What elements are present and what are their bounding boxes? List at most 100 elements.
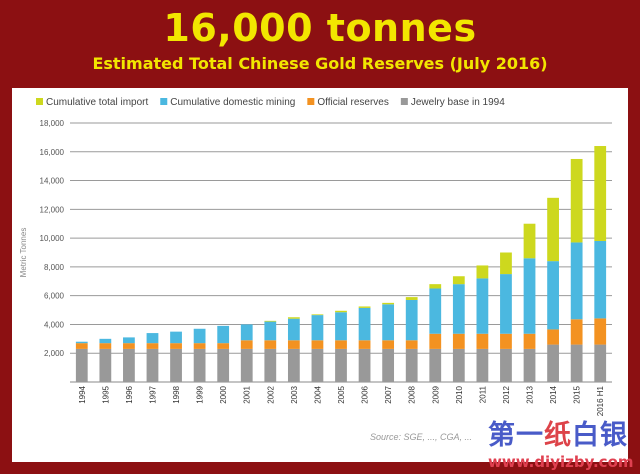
bar-segment <box>99 348 112 382</box>
chart-panel: 2,000 4,000 6,000 8,000 10,000 12,000 14,000 16… <box>12 88 628 462</box>
bar-segment <box>405 297 418 300</box>
bar-segment <box>170 348 182 382</box>
x-tick-label: 1996 <box>125 385 134 403</box>
y-tick-label: 16,000 <box>40 148 65 157</box>
y-tick-label: 8,000 <box>44 263 65 272</box>
x-tick-label: 2001 <box>243 385 252 403</box>
bar-segment <box>594 146 607 241</box>
bar-segment <box>335 348 347 382</box>
bar-segment <box>547 197 559 262</box>
x-tick-label: 2012 <box>502 385 511 403</box>
y-tick-label: 12,000 <box>40 205 65 214</box>
bar-segment <box>500 348 512 382</box>
bar-segment <box>429 284 442 289</box>
x-tick-label: 2013 <box>526 385 535 403</box>
bar-segment <box>311 340 324 349</box>
bar-segment <box>476 278 489 334</box>
bar-segment <box>523 348 536 382</box>
legend-label: Cumulative domestic mining <box>170 97 295 108</box>
bar-segment <box>217 343 230 349</box>
x-tick-label: 2008 <box>408 385 417 403</box>
watermark-url: www.diyizby.com <box>488 453 634 471</box>
bar-segment <box>193 328 206 344</box>
bar-segment <box>358 307 371 341</box>
bar-segment <box>476 265 489 279</box>
x-tick-label: 2005 <box>337 385 346 403</box>
x-tick-label: 1997 <box>148 385 157 403</box>
bar-segment <box>335 312 347 341</box>
bar-segment <box>523 223 536 259</box>
bar-segment <box>452 333 465 349</box>
bar-segment <box>240 348 253 382</box>
bar-segment <box>264 321 277 341</box>
bar-segment <box>594 344 607 382</box>
bar-segment <box>570 319 583 345</box>
bar-segment <box>146 343 159 349</box>
bar-segment <box>264 340 277 349</box>
bar-segment <box>452 284 465 334</box>
bar-segment <box>547 329 559 345</box>
y-axis-label: Metric Tonnes <box>19 228 28 278</box>
bar-segment <box>405 348 418 382</box>
bar-segment <box>500 333 512 349</box>
legend-swatch <box>36 98 43 105</box>
bar-segment <box>594 318 607 345</box>
x-tick-label: 1999 <box>196 385 205 403</box>
bar-segment <box>476 333 489 349</box>
bar-segment <box>500 274 512 334</box>
bar-segment <box>217 348 230 382</box>
bar-segment <box>75 348 88 382</box>
subtitle: Estimated Total Chinese Gold Reserves (J… <box>92 54 548 73</box>
x-tick-label: 1998 <box>172 385 181 403</box>
bar-segment <box>311 314 324 316</box>
bar-segment <box>170 343 182 349</box>
bar-segment <box>452 348 465 382</box>
bar-segment <box>311 348 324 382</box>
bar-segment <box>217 325 230 344</box>
bar-segment <box>594 240 607 319</box>
bar-segment <box>382 348 395 382</box>
bar-segment <box>382 302 395 305</box>
bar-segment <box>405 299 418 341</box>
legend-swatch <box>307 98 315 105</box>
x-tick-label: 2000 <box>219 385 228 403</box>
x-tick-label: 2015 <box>573 385 582 403</box>
bar-segment <box>358 306 371 308</box>
bar-segment <box>405 340 418 349</box>
x-tick-label: 2014 <box>549 385 558 403</box>
x-tick-label: 1994 <box>78 385 87 403</box>
bar-segment <box>358 340 371 349</box>
x-tick-label: 2006 <box>361 385 370 403</box>
bar-segment <box>99 338 112 344</box>
y-tick-label: 4,000 <box>44 320 65 329</box>
y-tick-label: 6,000 <box>44 292 65 301</box>
bar-segment <box>287 318 300 341</box>
bar-segment <box>335 310 347 313</box>
bar-segment <box>311 315 324 341</box>
x-tick-label: 2003 <box>290 385 299 403</box>
bar-segment <box>123 348 135 382</box>
bar-segment <box>123 343 135 349</box>
bar-segment <box>429 333 442 349</box>
y-tick-label: 2,000 <box>44 349 65 358</box>
x-tick-label: 2016 H1 <box>596 385 605 416</box>
bar-segment <box>99 343 112 349</box>
watermark-logo: 第一纸白银 <box>488 420 628 451</box>
bar-segment <box>240 324 253 341</box>
source-note: Source: SGE, ..., CGA, ... <box>370 432 472 442</box>
bar-segment <box>429 288 442 334</box>
stacked-bar-chart: 2,000 4,000 6,000 8,000 10,000 12,000 14,000 16… <box>19 97 612 442</box>
bar-segment <box>358 348 371 382</box>
y-tick-label: 18,000 <box>40 119 65 128</box>
bar-segment <box>146 333 159 344</box>
bar-segment <box>570 344 583 382</box>
bar-segment <box>193 348 206 382</box>
x-tick-label: 2007 <box>384 385 393 403</box>
bar-segment <box>264 348 277 382</box>
legend-swatch <box>160 98 168 105</box>
bar-segment <box>570 158 583 243</box>
bar-segment <box>287 317 300 319</box>
bar-segment <box>240 340 253 349</box>
bar-segment <box>264 320 277 322</box>
legend-label: Cumulative total import <box>46 97 148 108</box>
